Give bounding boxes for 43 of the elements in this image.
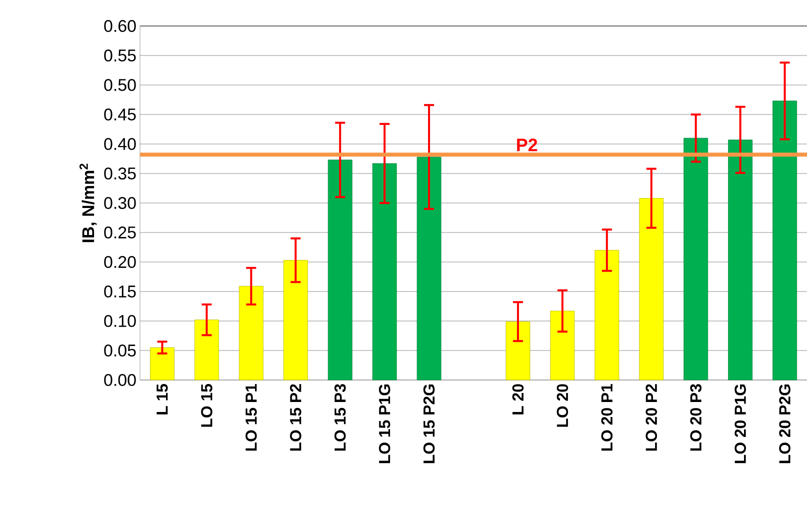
y-tick-label: 0.60 <box>104 20 136 32</box>
y-tick-label: 0.25 <box>104 226 136 238</box>
y-tick-label: 0.30 <box>104 197 136 209</box>
x-tick-label: LO 15 P1 <box>246 384 257 451</box>
y-tick-label: 0.00 <box>104 374 136 386</box>
y-tick-label: 0.40 <box>104 138 136 150</box>
bar <box>728 140 753 380</box>
x-tick-label: LO 15 <box>201 384 212 427</box>
bar <box>506 321 530 380</box>
x-tick-label: LO 20 <box>556 384 568 427</box>
y-tick-label: 0.10 <box>104 315 136 327</box>
bar <box>594 250 620 380</box>
x-tick-label: LO 20 P1G <box>734 384 746 464</box>
x-tick-label: LO 15 P1G <box>378 384 390 464</box>
x-tick-label: LO 20 P2G <box>779 384 790 464</box>
bar <box>283 260 308 380</box>
bar <box>772 100 797 380</box>
bar <box>372 163 397 380</box>
bar <box>416 156 442 380</box>
x-tick-label: LO 15 P3 <box>334 384 346 451</box>
bar <box>639 198 664 380</box>
bar <box>150 347 174 380</box>
x-tick-label: LO 15 P2 <box>290 384 302 451</box>
bar <box>684 138 708 380</box>
y-tick-label: 0.35 <box>104 168 136 180</box>
x-tick-label: LO 15 P2G <box>423 384 435 464</box>
x-tick-label: LO 20 P2 <box>646 384 658 451</box>
y-tick-label: 0.05 <box>104 344 136 356</box>
x-tick-label: L 15 <box>156 384 168 414</box>
y-tick-label: 0.50 <box>104 79 136 91</box>
x-tick-label: LO 20 P3 <box>690 384 702 451</box>
bar <box>238 286 264 380</box>
bar <box>194 320 219 380</box>
y-tick-label: 0.15 <box>104 286 136 298</box>
bar <box>550 310 575 380</box>
ref-line-label: P2 <box>517 138 538 152</box>
x-tick-label: LO 20 P1 <box>601 384 613 451</box>
y-tick-label: 0.55 <box>104 50 136 62</box>
x-tick-label: L 20 <box>512 384 524 414</box>
bar <box>328 160 352 380</box>
y-tick-label: 0.45 <box>104 108 136 120</box>
y-axis-title: IB, N/mm$^{2}$ <box>80 164 97 242</box>
y-tick-label: 0.20 <box>104 256 136 268</box>
